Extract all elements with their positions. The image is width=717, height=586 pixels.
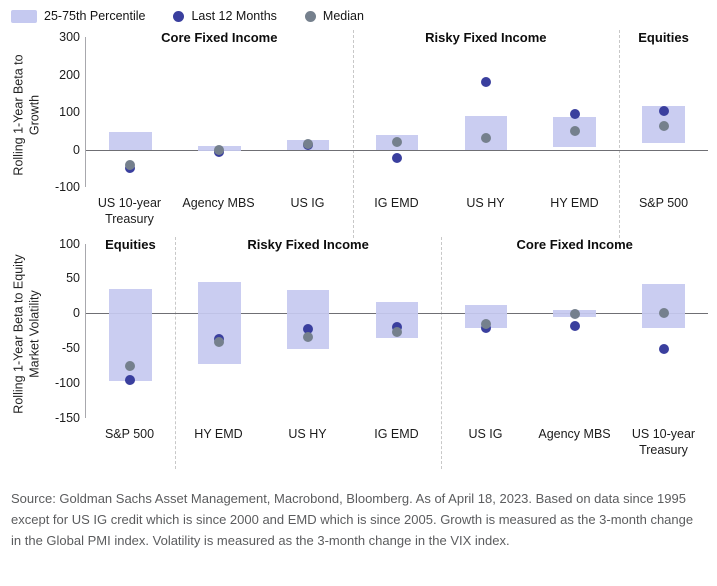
section-header: Risky Fixed Income: [247, 236, 369, 252]
volatility-beta-xlabels: S&P 500 HY EMD US HY IG EMD US IG Agency MBS U…: [85, 418, 708, 459]
volatility-beta-chart: 100 50 0 -50 -100 -150 Equities Risky Fixed Inc…: [45, 236, 708, 469]
growth-beta-xlabels: US 10-year Treasury Agency MBS US IG IG EMD…: [85, 187, 708, 228]
growth-beta-chart: 300 200 100 0 -100 Core Fixed Income Risky Fix…: [45, 30, 708, 238]
x-category-label: US HY: [466, 196, 505, 210]
legend-last12-label: Last 12 Months: [191, 9, 277, 23]
x-category-label: US 10-year Treasury: [97, 196, 162, 227]
x-category-label: US 10-year Treasury: [631, 426, 696, 457]
y-tick-label: 300: [59, 30, 80, 44]
volatility-beta-axis-title: Rolling 1-Year Beta to Equity Market Vol…: [11, 253, 41, 414]
legend-percentile-label: 25-75th Percentile: [44, 9, 146, 23]
last12-dot: [125, 374, 136, 385]
median-dot: [125, 360, 136, 371]
last12-dot: [303, 324, 314, 335]
y-tick-label: -150: [54, 410, 80, 425]
x-category-label: US IG: [468, 426, 503, 441]
y-tick-label: 0: [73, 142, 80, 157]
section-header: Core Fixed Income: [161, 30, 278, 45]
median-dot: [303, 139, 314, 150]
x-category-label: S&P 500: [638, 196, 689, 210]
median-dot: [392, 137, 402, 147]
volatility-beta-plot: 100 50 0 -50 -100 -150 Equities Risky Fixed Inc…: [55, 236, 708, 469]
section-header: Core Fixed Income: [516, 236, 633, 252]
x-category-label: HY EMD: [550, 196, 599, 210]
y-tick-label: 0: [73, 306, 80, 321]
volatility-beta-ylabel-col: Rolling 1-Year Beta to Equity Market Vol…: [9, 238, 45, 459]
median-dot: [569, 309, 580, 320]
median-dot: [480, 319, 491, 330]
last12-dot: [392, 152, 402, 163]
x-category-label: IG EMD: [374, 426, 419, 441]
section-header: Risky Fixed Income: [425, 30, 547, 45]
y-tick-label: -100: [54, 375, 80, 390]
median-dot: [214, 144, 225, 155]
section-header: Equities: [638, 30, 689, 45]
median-dot: [125, 159, 136, 170]
volatility-beta-panel: Rolling 1-Year Beta to Equity Market Vol…: [9, 236, 708, 469]
x-category-label: S&P 500: [104, 426, 155, 441]
median-dot: [569, 125, 580, 136]
y-tick-label: -100: [54, 180, 80, 194]
x-category-label: US HY: [288, 426, 327, 441]
growth-beta-ylabel-col: Rolling 1-Year Beta to Growth: [9, 31, 45, 228]
x-category-label: US IG: [290, 196, 325, 210]
median-dot-icon: [304, 10, 316, 22]
section-divider: [619, 30, 621, 238]
last12-dot: [480, 77, 491, 87]
last12-dot: [569, 108, 580, 119]
section-header: Equities: [105, 236, 156, 252]
percentile-bar: [464, 304, 508, 329]
y-tick-label: -50: [61, 340, 80, 355]
legend: 25-75th Percentile Last 12 Months Median: [9, 7, 708, 31]
growth-beta-axis-title: Rolling 1-Year Beta to Growth: [11, 54, 41, 176]
section-divider: [441, 236, 443, 469]
median-dot: [658, 121, 669, 132]
y-tick-label: 50: [66, 271, 80, 286]
source-note: Source: Goldman Sachs Asset Management, …: [11, 491, 694, 549]
median-dot: [303, 332, 314, 343]
x-category-label: Agency MBS: [182, 196, 255, 210]
y-tick-label: 100: [59, 105, 80, 119]
chart-page: 25-75th Percentile Last 12 Months Median…: [9, 7, 708, 549]
median-dot: [480, 132, 491, 143]
percentile-bar: [464, 115, 508, 150]
legend-item-percentile: 25-75th Percentile: [11, 9, 145, 23]
growth-beta-panel: Rolling 1-Year Beta to Growth 300 200 100 0…: [9, 30, 708, 238]
median-dot: [658, 308, 669, 319]
zero-line: [86, 149, 708, 151]
percentile-bar: [197, 281, 241, 364]
median-dot: [214, 337, 225, 348]
x-category-label: IG EMD: [374, 196, 419, 210]
last12-dot-icon: [173, 10, 185, 22]
section-divider: [174, 236, 176, 469]
y-tick-label: 200: [59, 67, 80, 82]
x-category-label: Agency MBS: [538, 426, 611, 441]
x-category-label: HY EMD: [194, 426, 243, 441]
percentile-bar: [109, 131, 152, 150]
last12-dot: [658, 106, 669, 117]
legend-median-label: Median: [322, 9, 364, 23]
y-tick-label: 100: [59, 236, 80, 251]
percentile-bar: [642, 283, 685, 329]
legend-item-median: Median: [304, 9, 364, 23]
section-divider: [352, 30, 354, 238]
growth-beta-plot: 300 200 100 0 -100 Core Fixed Income Risky Fix…: [55, 30, 708, 238]
percentile-swatch-icon: [11, 9, 37, 23]
last12-dot: [658, 344, 669, 355]
last12-dot: [569, 320, 580, 331]
legend-item-last12: Last 12 Months: [173, 9, 277, 23]
median-dot: [392, 326, 402, 337]
